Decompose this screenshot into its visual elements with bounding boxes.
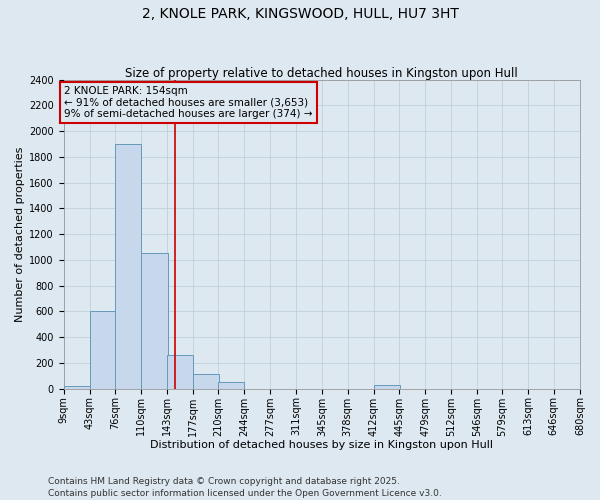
- Text: 2 KNOLE PARK: 154sqm
← 91% of detached houses are smaller (3,653)
9% of semi-det: 2 KNOLE PARK: 154sqm ← 91% of detached h…: [64, 86, 313, 119]
- Text: 2, KNOLE PARK, KINGSWOOD, HULL, HU7 3HT: 2, KNOLE PARK, KINGSWOOD, HULL, HU7 3HT: [142, 8, 458, 22]
- Bar: [90, 312, 116, 388]
- X-axis label: Distribution of detached houses by size in Kingston upon Hull: Distribution of detached houses by size …: [151, 440, 493, 450]
- Bar: [115, 144, 142, 388]
- Title: Size of property relative to detached houses in Kingston upon Hull: Size of property relative to detached ho…: [125, 66, 518, 80]
- Bar: [64, 386, 90, 388]
- Text: Contains HM Land Registry data © Crown copyright and database right 2025.
Contai: Contains HM Land Registry data © Crown c…: [48, 476, 442, 498]
- Y-axis label: Number of detached properties: Number of detached properties: [15, 146, 25, 322]
- Bar: [218, 382, 244, 388]
- Bar: [193, 374, 219, 388]
- Bar: [374, 386, 400, 388]
- Bar: [142, 254, 167, 388]
- Bar: [167, 354, 193, 388]
